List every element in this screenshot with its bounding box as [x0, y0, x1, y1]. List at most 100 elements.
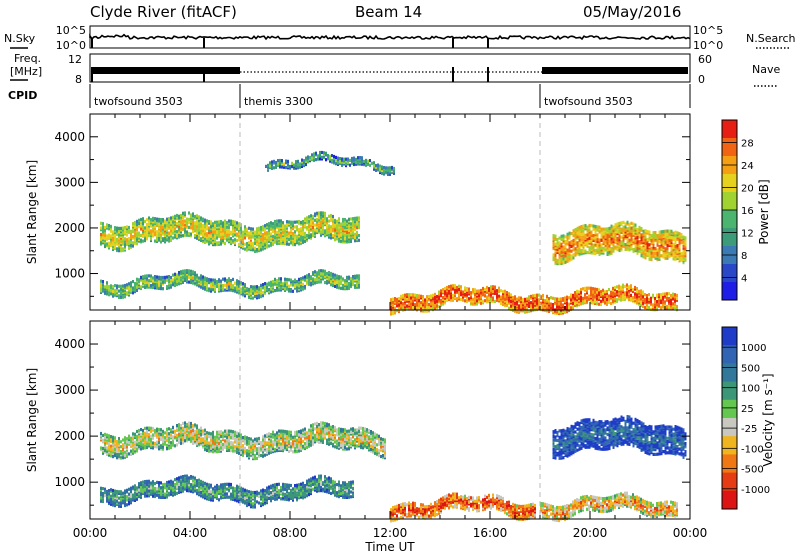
range-cell: [278, 240, 280, 244]
range-cell: [334, 222, 336, 226]
freq-label-2: [MHz]: [10, 65, 42, 78]
range-cell: [138, 231, 140, 235]
range-cell: [594, 287, 596, 291]
range-cell: [356, 224, 358, 228]
range-cell: [283, 162, 285, 166]
range-cell: [640, 297, 642, 301]
range-cell: [316, 224, 318, 228]
range-cell: [228, 225, 230, 229]
range-cell: [562, 303, 564, 307]
range-cell: [246, 227, 248, 231]
range-cell: [300, 227, 302, 231]
range-cell: [210, 241, 212, 245]
range-cell: [202, 429, 204, 433]
range-cell: [638, 289, 640, 293]
range-cell: [122, 226, 124, 230]
range-cell: [412, 293, 414, 297]
range-cell: [668, 292, 670, 296]
range-cell: [394, 297, 396, 301]
range-cell: [342, 217, 344, 222]
range-cell: [381, 171, 383, 175]
range-cell: [574, 291, 576, 295]
range-cell: [228, 221, 230, 225]
range-cell: [626, 243, 629, 247]
range-cell: [312, 218, 314, 222]
range-cell: [570, 249, 573, 253]
range-cell: [138, 239, 140, 243]
range-cell: [570, 293, 572, 297]
range-cell: [656, 243, 659, 247]
range-cell: [142, 223, 144, 227]
range-cell: [302, 228, 304, 232]
range-cell: [100, 234, 102, 238]
range-cell: [142, 233, 144, 237]
range-cell: [204, 218, 206, 222]
range-cell: [598, 249, 601, 253]
range-cell: [226, 232, 228, 236]
range-cell: [622, 240, 625, 244]
range-cell: [608, 300, 610, 304]
range-cell: [130, 452, 132, 456]
range-cell: [276, 279, 278, 283]
range-cell: [284, 227, 286, 231]
range-cell: [202, 225, 204, 229]
range-cell: [106, 446, 108, 450]
range-cell: [514, 309, 516, 313]
range-cell: [596, 297, 598, 301]
range-cell: [240, 229, 242, 233]
range-cell: [104, 230, 106, 234]
range-cell: [152, 446, 154, 450]
range-cell: [320, 232, 322, 236]
range-cell: [590, 246, 593, 250]
range-cell: [192, 220, 194, 224]
range-cell: [610, 229, 613, 233]
range-cell: [318, 272, 320, 276]
range-cell: [190, 213, 192, 217]
range-cell: [146, 218, 148, 222]
range-cell: [656, 293, 658, 297]
range-cell: [144, 431, 146, 435]
range-cell: [184, 213, 186, 217]
range-cell: [550, 296, 552, 300]
range-cell: [246, 245, 248, 249]
range-cell: [293, 165, 295, 169]
range-cell: [438, 304, 440, 309]
range-cell: [594, 248, 597, 252]
range-cell: [289, 164, 291, 169]
range-cell: [578, 249, 581, 253]
range-cell: [286, 220, 288, 224]
range-cell: [190, 280, 192, 285]
range-cell: [162, 433, 164, 437]
range-cell: [618, 234, 621, 238]
range-cell: [452, 284, 454, 288]
range-cell: [674, 244, 677, 249]
range-cell: [348, 230, 350, 234]
range-cell: [318, 230, 320, 234]
range-cell: [361, 161, 363, 165]
range-cell: [128, 246, 130, 250]
range-cell: [134, 225, 136, 229]
freq-label-1: Freq.: [14, 52, 41, 65]
range-cell: [358, 277, 360, 281]
range-cell: [668, 229, 671, 233]
range-cell: [632, 228, 635, 233]
range-cell: [170, 441, 172, 445]
range-cell: [312, 221, 314, 225]
range-cell: [296, 234, 298, 238]
range-cell: [152, 216, 154, 220]
range-cell: [574, 231, 577, 235]
range-cell: [170, 221, 172, 225]
range-cell: [214, 223, 216, 228]
range-cell: [560, 237, 563, 242]
range-cell: [466, 287, 468, 291]
range-cell: [286, 277, 288, 282]
range-cell: [590, 286, 592, 290]
range-cell: [206, 232, 208, 236]
range-cell: [166, 233, 168, 237]
range-cell: [328, 214, 330, 218]
range-cell: [363, 159, 365, 163]
range-cell: [664, 292, 666, 296]
range-cell: [130, 443, 132, 447]
range-cell: [676, 231, 679, 235]
range-cell: [224, 439, 226, 443]
